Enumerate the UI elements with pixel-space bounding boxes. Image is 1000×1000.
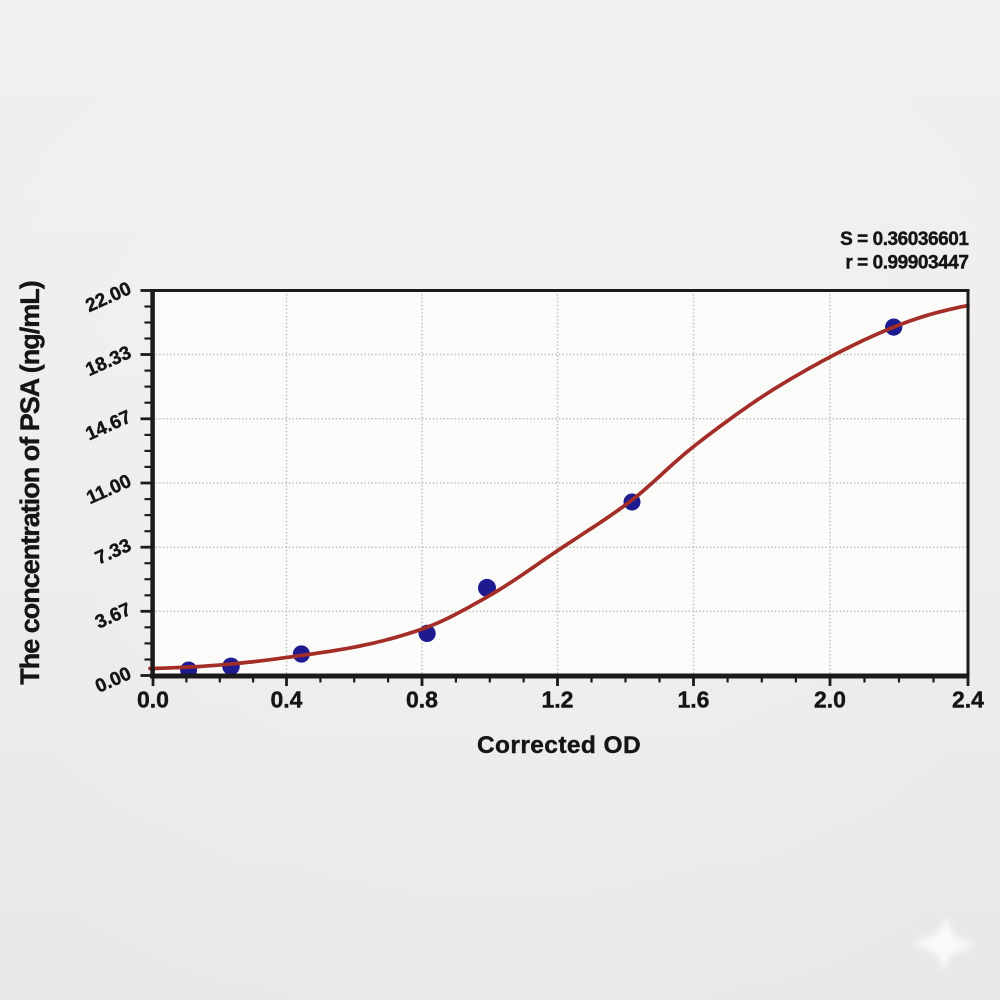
svg-text:0.8: 0.8: [406, 687, 438, 713]
svg-text:The concentration of PSA (ng/m: The concentration of PSA (ng/mL): [15, 281, 45, 685]
svg-text:r = 0.99903447: r = 0.99903447: [845, 253, 968, 274]
svg-text:2.4: 2.4: [952, 687, 984, 713]
svg-text:2.0: 2.0: [814, 687, 846, 713]
svg-text:3.67: 3.67: [92, 599, 134, 633]
svg-text:0.00: 0.00: [92, 663, 134, 697]
svg-text:7.33: 7.33: [92, 535, 134, 569]
svg-text:1.6: 1.6: [678, 687, 710, 713]
svg-text:18.33: 18.33: [83, 342, 135, 381]
svg-text:22.00: 22.00: [83, 278, 135, 317]
svg-text:11.00: 11.00: [84, 471, 135, 509]
svg-text:0.4: 0.4: [271, 687, 303, 713]
svg-text:S = 0.36036601: S = 0.36036601: [840, 229, 969, 250]
svg-text:14.67: 14.67: [83, 407, 135, 446]
svg-text:Corrected OD: Corrected OD: [477, 732, 641, 759]
svg-text:0.0: 0.0: [137, 687, 169, 713]
svg-text:1.2: 1.2: [542, 687, 574, 713]
